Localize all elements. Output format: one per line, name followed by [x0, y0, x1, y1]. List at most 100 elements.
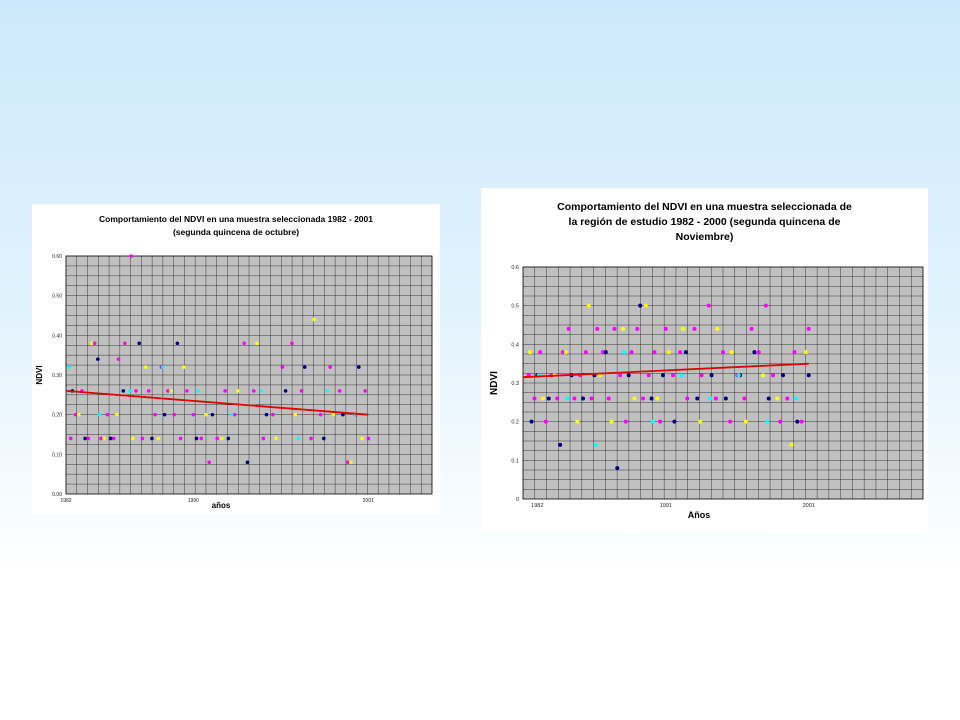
data-point	[629, 350, 634, 355]
x-tick-label: 1991	[660, 503, 672, 509]
data-point	[175, 341, 180, 346]
data-point	[108, 436, 113, 441]
y-tick-label: 0.30	[52, 373, 62, 379]
data-point	[799, 419, 804, 424]
data-point	[623, 419, 628, 424]
data-point	[766, 396, 771, 401]
data-point	[226, 436, 231, 441]
data-point	[169, 389, 173, 393]
data-point	[312, 317, 317, 322]
data-point	[575, 419, 580, 424]
data-point	[572, 396, 577, 401]
data-point	[621, 326, 625, 331]
data-point	[116, 357, 121, 361]
data-point	[743, 419, 748, 424]
data-point	[778, 419, 783, 424]
data-point	[328, 365, 332, 369]
data-point	[685, 396, 690, 401]
data-point	[763, 303, 768, 308]
data-point	[546, 396, 551, 401]
y-axis-label: NDVI	[35, 365, 44, 384]
data-point	[532, 396, 537, 401]
data-point	[302, 365, 307, 369]
data-point	[538, 350, 543, 355]
data-point	[761, 373, 765, 378]
data-point	[606, 396, 611, 401]
data-point	[220, 436, 224, 441]
y-tick-label: 0.4	[511, 342, 519, 348]
data-point	[566, 326, 571, 331]
data-point	[749, 326, 754, 331]
data-point	[264, 412, 269, 417]
data-point	[259, 389, 264, 393]
data-point	[341, 412, 345, 417]
data-point	[661, 373, 665, 378]
data-point	[803, 350, 808, 355]
data-point	[146, 389, 151, 393]
data-point	[196, 389, 200, 393]
data-point	[191, 412, 196, 417]
data-point	[96, 357, 100, 361]
data-point	[194, 436, 199, 441]
data-point	[215, 436, 219, 441]
y-tick-label: 0	[516, 497, 519, 503]
data-point	[105, 412, 110, 417]
data-point	[325, 389, 329, 393]
data-point	[638, 303, 643, 308]
data-point	[360, 436, 364, 441]
data-point	[293, 412, 297, 417]
data-point	[137, 341, 141, 346]
data-point	[102, 436, 106, 441]
data-point	[736, 373, 741, 378]
data-point	[131, 436, 135, 441]
data-point	[207, 460, 212, 465]
y-tick-label: 0.2	[511, 420, 519, 426]
data-point	[785, 396, 790, 401]
data-point	[299, 389, 304, 393]
data-point	[595, 326, 600, 331]
data-point	[706, 303, 711, 308]
data-point	[721, 350, 725, 355]
y-tick-label: 0.1	[511, 458, 519, 464]
data-point	[150, 436, 154, 441]
data-point	[121, 389, 126, 393]
data-point	[204, 412, 208, 417]
data-point	[601, 350, 605, 355]
x-tick-label: 2001	[803, 503, 815, 509]
data-point	[123, 341, 127, 346]
data-point	[543, 419, 548, 424]
data-point	[586, 303, 591, 308]
data-point	[658, 419, 663, 424]
data-point	[89, 341, 94, 346]
data-point	[111, 436, 116, 441]
data-point	[127, 389, 132, 393]
data-point	[593, 442, 598, 447]
data-point	[713, 396, 718, 401]
data-point	[646, 373, 651, 378]
data-point	[643, 303, 648, 308]
data-point	[635, 326, 640, 331]
data-point	[245, 460, 250, 465]
x-axis-label: Años	[688, 510, 711, 520]
data-point	[695, 396, 700, 401]
data-point	[97, 412, 102, 417]
data-point	[581, 396, 585, 401]
data-point	[280, 365, 285, 369]
data-point	[92, 341, 97, 346]
data-point	[715, 326, 720, 331]
chart-panel-2: Comportamiento del NDVI en una muestra s…	[481, 188, 928, 532]
data-point	[583, 350, 588, 355]
data-point	[698, 419, 703, 424]
y-tick-label: 0.3	[511, 381, 519, 387]
data-point	[806, 326, 811, 331]
data-point	[166, 389, 170, 393]
data-point	[541, 396, 545, 401]
data-point	[261, 436, 266, 441]
data-point	[622, 350, 627, 355]
data-point	[565, 396, 570, 401]
data-point	[290, 341, 294, 346]
y-axis-label: NDVI	[489, 371, 500, 395]
x-tick-label: 1982	[531, 503, 543, 509]
data-point	[612, 326, 617, 331]
data-point	[679, 373, 684, 378]
